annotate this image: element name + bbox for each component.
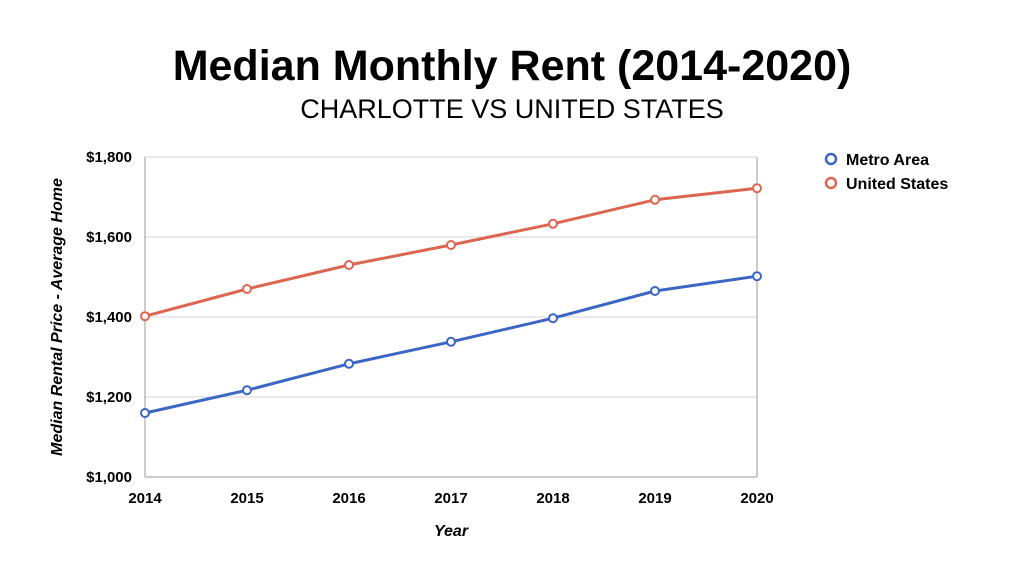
x-tick-label: 2019 — [638, 490, 671, 507]
tick-labels: $1,000 $1,200 $1,400 $1,600 $1,800 2014 2015 20… — [86, 149, 774, 507]
data-point-metro-area — [344, 358, 354, 369]
data-point-united-states — [140, 311, 150, 322]
x-tick-label: 2015 — [230, 490, 263, 507]
y-tick-label: $1,400 — [86, 309, 132, 326]
data-point-metro-area — [242, 385, 252, 396]
data-point-united-states — [446, 240, 456, 250]
x-axis-title: Year — [434, 523, 469, 540]
x-tick-label: 2020 — [740, 490, 773, 507]
data-point-united-states — [344, 260, 354, 270]
series-lines — [140, 183, 762, 418]
x-tick-label: 2017 — [434, 490, 467, 507]
chart-subtitle: CHARLOTTE VS UNITED STATES — [300, 94, 724, 124]
y-tick-label: $1,600 — [86, 229, 132, 246]
x-tick-label: 2018 — [536, 490, 569, 507]
data-point-united-states — [752, 183, 762, 194]
chart-title: Median Monthly Rent (2014-2020) — [172, 42, 852, 90]
data-point-united-states — [650, 194, 660, 205]
x-tick-label: 2014 — [128, 490, 162, 507]
y-tick-label: $1,800 — [86, 149, 132, 166]
legend: Metro Area United States — [824, 152, 948, 193]
data-point-metro-area — [650, 286, 660, 296]
x-tick-label: 2016 — [332, 490, 365, 507]
legend-marker-metro-area — [824, 152, 838, 166]
series-line-united-states — [143, 186, 759, 318]
data-point-metro-area — [140, 408, 150, 418]
y-axis-title: Median Rental Price - Average Home — [49, 178, 66, 456]
data-point-metro-area — [548, 313, 558, 324]
data-point-metro-area — [752, 271, 762, 282]
data-point-united-states — [242, 284, 252, 294]
data-point-united-states — [548, 218, 558, 229]
y-tick-label: $1,000 — [86, 469, 132, 486]
gridlines — [145, 156, 757, 398]
legend-label-united-states: United States — [846, 176, 948, 193]
data-point-metro-area — [446, 336, 456, 347]
legend-marker-united-states — [824, 176, 838, 190]
legend-label-metro-area: Metro Area — [846, 152, 929, 169]
y-tick-label: $1,200 — [86, 389, 132, 406]
